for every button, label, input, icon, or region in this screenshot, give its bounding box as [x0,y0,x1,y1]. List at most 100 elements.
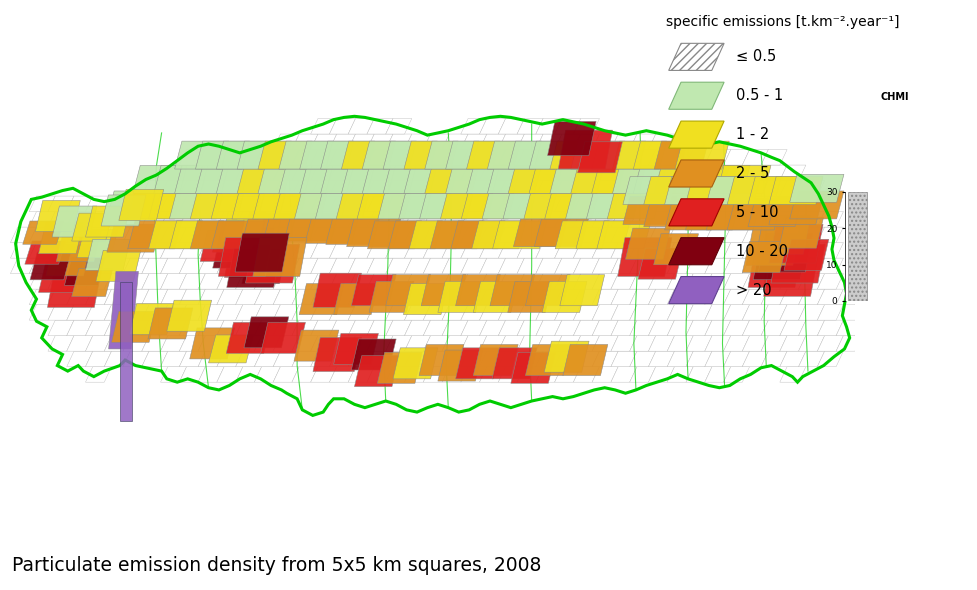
Polygon shape [386,351,411,366]
Polygon shape [498,181,525,196]
Polygon shape [217,304,243,320]
Polygon shape [686,196,712,212]
Polygon shape [498,289,525,304]
Polygon shape [292,181,318,196]
Polygon shape [217,181,243,196]
Polygon shape [727,202,782,230]
Polygon shape [244,231,289,261]
Polygon shape [654,234,699,265]
Polygon shape [160,258,187,274]
Text: 2 - 5: 2 - 5 [737,166,770,181]
Polygon shape [704,149,731,165]
Polygon shape [625,228,670,259]
Polygon shape [667,274,694,289]
Polygon shape [198,258,224,274]
Polygon shape [517,227,543,242]
Polygon shape [169,191,224,219]
Polygon shape [66,336,93,351]
Polygon shape [573,149,600,165]
Polygon shape [748,249,802,287]
Polygon shape [66,351,93,366]
Polygon shape [535,274,562,289]
Polygon shape [64,257,106,286]
Polygon shape [348,165,374,181]
Polygon shape [227,322,271,353]
Polygon shape [780,289,806,304]
Polygon shape [592,212,618,227]
Polygon shape [780,212,806,227]
Polygon shape [743,242,768,258]
Polygon shape [611,366,637,382]
Polygon shape [818,242,843,258]
Polygon shape [611,351,637,366]
Polygon shape [423,149,449,165]
Polygon shape [195,141,250,169]
Polygon shape [573,366,600,382]
Polygon shape [423,320,449,336]
Polygon shape [35,201,80,231]
Polygon shape [555,165,580,181]
Polygon shape [623,196,677,224]
Polygon shape [753,241,807,280]
Polygon shape [254,242,280,258]
Polygon shape [325,217,380,244]
Polygon shape [217,227,243,242]
Polygon shape [655,141,708,169]
Polygon shape [818,212,843,227]
Polygon shape [836,320,862,336]
Polygon shape [57,231,102,261]
Polygon shape [217,212,243,227]
Polygon shape [106,224,161,252]
Polygon shape [142,258,168,274]
Polygon shape [198,366,224,382]
Polygon shape [780,320,806,336]
Polygon shape [667,181,694,196]
Polygon shape [724,165,749,181]
Polygon shape [704,289,731,304]
Polygon shape [592,366,618,382]
Polygon shape [292,366,318,382]
Polygon shape [446,141,500,169]
Polygon shape [514,219,568,247]
Polygon shape [311,274,337,289]
Polygon shape [86,258,111,274]
Polygon shape [348,274,374,289]
Polygon shape [355,356,400,386]
Polygon shape [237,166,291,194]
Polygon shape [461,227,487,242]
Polygon shape [611,181,637,196]
Polygon shape [724,242,749,258]
Polygon shape [29,289,56,304]
Polygon shape [526,275,571,306]
Polygon shape [404,227,431,242]
Polygon shape [555,274,580,289]
Polygon shape [667,258,694,274]
Polygon shape [341,141,396,169]
Polygon shape [105,258,130,274]
Polygon shape [348,119,374,134]
Polygon shape [592,165,618,181]
Polygon shape [563,345,608,375]
Polygon shape [404,134,431,149]
Polygon shape [105,242,130,258]
Polygon shape [743,196,768,212]
Polygon shape [311,366,337,382]
Polygon shape [217,336,243,351]
Polygon shape [724,336,749,351]
Polygon shape [535,165,562,181]
Polygon shape [798,227,825,242]
Polygon shape [274,134,299,149]
Polygon shape [329,134,356,149]
Polygon shape [668,160,724,187]
Polygon shape [149,308,192,339]
Polygon shape [48,289,74,304]
Polygon shape [180,366,205,382]
Polygon shape [613,166,666,194]
Polygon shape [686,227,712,242]
Polygon shape [329,119,356,134]
Polygon shape [667,304,694,320]
Polygon shape [242,253,286,284]
Polygon shape [517,165,543,181]
Polygon shape [555,304,580,320]
Polygon shape [895,319,913,321]
